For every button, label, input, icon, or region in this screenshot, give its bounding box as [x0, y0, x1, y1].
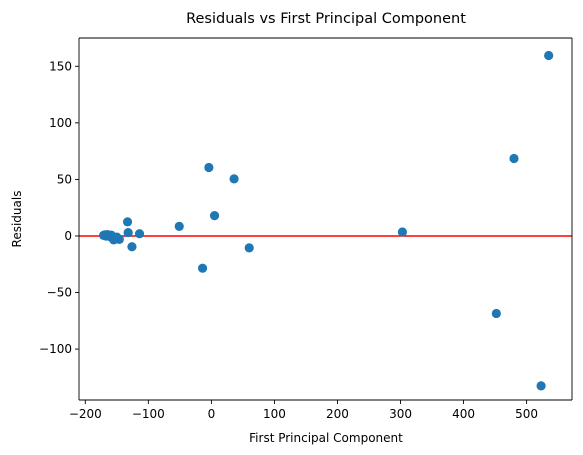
- data-point-18: [204, 162, 214, 173]
- x-tick-label: −200: [69, 407, 102, 421]
- x-axis-label: First Principal Component: [249, 431, 403, 445]
- data-point-25: [536, 381, 546, 391]
- x-tick-label: 400: [452, 407, 475, 421]
- x-tick-label: 500: [515, 407, 538, 421]
- data-point-16: [174, 221, 184, 231]
- y-tick-label: 150: [49, 59, 72, 73]
- data-point-20: [229, 174, 239, 184]
- y-axis-ticks: −100 −50 0 50 100 150: [39, 59, 79, 356]
- data-point-23: [491, 308, 501, 319]
- data-point-26: [544, 50, 554, 61]
- data-point-22: [397, 227, 408, 237]
- x-tick-label: −100: [132, 407, 165, 421]
- data-points: [98, 50, 554, 391]
- y-axis-label: Residuals: [10, 191, 24, 248]
- data-point-13: [123, 227, 133, 238]
- data-point-24: [509, 153, 519, 164]
- x-tick-label: 200: [326, 407, 349, 421]
- x-axis-ticks: −200 −100 0 100 200 300 400 500: [69, 400, 538, 421]
- data-point-19: [209, 211, 220, 221]
- plot-background: [79, 38, 572, 400]
- data-point-15: [134, 229, 145, 239]
- data-point-11: [114, 234, 124, 244]
- x-tick-label: 300: [389, 407, 412, 421]
- axis-frame: [78, 37, 573, 401]
- y-tick-label: 0: [64, 229, 72, 243]
- data-point-17: [197, 263, 208, 273]
- x-tick-label: 0: [208, 407, 216, 421]
- data-point-12: [122, 217, 133, 227]
- chart-title: Residuals vs First Principal Component: [186, 11, 466, 27]
- data-point-21: [244, 243, 254, 253]
- data-point-14: [127, 242, 137, 252]
- y-tick-label: 50: [57, 172, 72, 186]
- plot-area: [79, 38, 572, 400]
- y-tick-label: −100: [39, 342, 72, 356]
- y-tick-label: 100: [49, 116, 72, 130]
- y-tick-label: −50: [47, 286, 72, 300]
- x-tick-label: 100: [263, 407, 286, 421]
